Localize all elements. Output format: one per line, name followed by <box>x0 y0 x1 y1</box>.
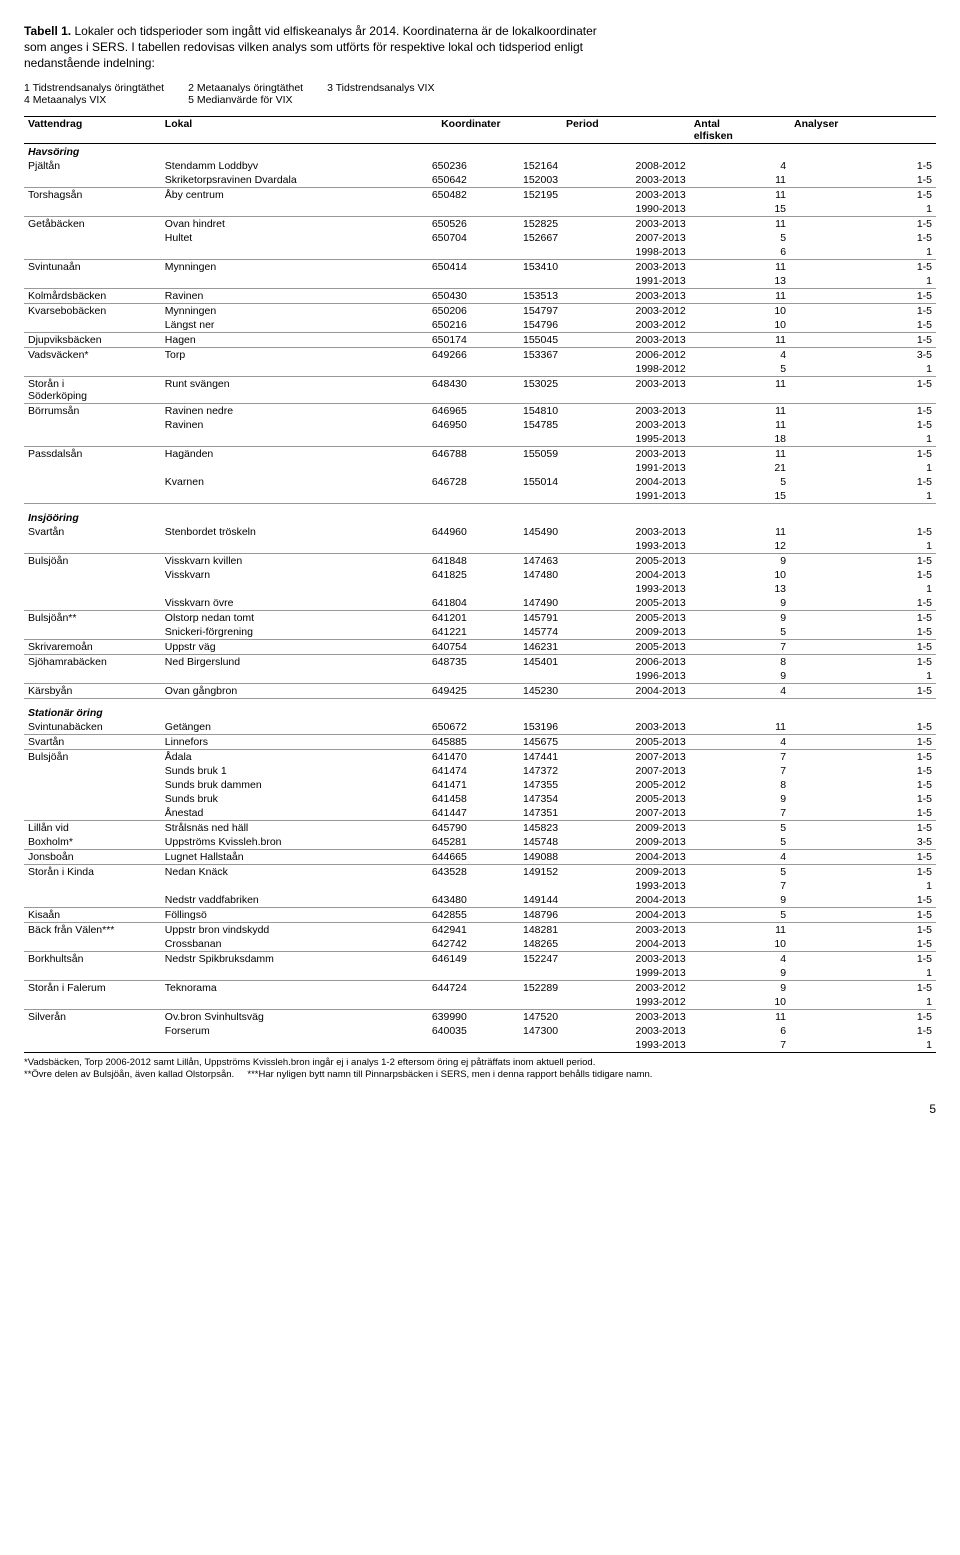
legend-2: 2 Metaanalys öringtäthet <box>188 82 327 94</box>
table-row: 1991-2013131 <box>24 274 936 289</box>
table-row: 1993-201371 <box>24 1038 936 1053</box>
table-row: 1993-2012101 <box>24 995 936 1010</box>
table-row: 1998-201361 <box>24 245 936 260</box>
table-row: Sunds bruk6414581473542005-201391-5 <box>24 792 936 806</box>
table-row: SvartånStenbordet tröskeln64496014549020… <box>24 525 936 539</box>
legend-table: 1 Tidstrendsanalys öringtäthet 2 Metaana… <box>24 82 458 106</box>
table-row: 1999-201391 <box>24 966 936 981</box>
footnote-2b: ***Har nyligen bytt namn till Pinnarpsbä… <box>247 1069 652 1080</box>
table-row: JonsboånLugnet Hallstaån6446651490882004… <box>24 850 936 865</box>
table-row: SvintunabäckenGetängen6506721531962003-2… <box>24 720 936 735</box>
table-row: Lillån vidStrålsnäs ned häll645790145823… <box>24 821 936 836</box>
table-row: Forserum6400351473002003-201361-5 <box>24 1024 936 1038</box>
caption-text-3: I tabellen redovisas vilken analys som u… <box>131 40 583 54</box>
table-row: Skriketorpsravinen Dvardala6506421520032… <box>24 173 936 188</box>
col-analyser: Analyser <box>790 117 936 144</box>
table-row: KvarsebobäckenMynningen6502061547972003-… <box>24 304 936 319</box>
table-row: 1990-2013151 <box>24 202 936 217</box>
table-row: 1991-2013151 <box>24 489 936 504</box>
table-row: 1993-201371 <box>24 879 936 893</box>
data-table: Vattendrag Lokal Koordinater Period Anta… <box>24 116 936 1053</box>
table-row: BulsjöånÅdala6414701474412007-201371-5 <box>24 750 936 765</box>
section-header: Havsöring <box>24 144 936 160</box>
table-row: Crossbanan6427421482652004-2013101-5 <box>24 937 936 952</box>
table-row: SvartånLinnefors6458851456752005-201341-… <box>24 735 936 750</box>
legend-4: 4 Metaanalys VIX <box>24 94 188 106</box>
table-row: TorshagsånÅby centrum6504821521952003-20… <box>24 188 936 203</box>
table-row: Sunds bruk dammen6414711473552005-201281… <box>24 778 936 792</box>
table-row: Ånestad6414471473512007-201371-5 <box>24 806 936 821</box>
table-row: Visskvarn övre6418041474902005-201391-5 <box>24 596 936 611</box>
caption-text-1: Lokaler och tidsperioder som ingått vid … <box>74 24 596 38</box>
table-row: Storån iSöderköpingRunt svängen648430153… <box>24 377 936 404</box>
table-row: Storån i KindaNedan Knäck643528149152200… <box>24 865 936 880</box>
caption-text-2: som anges i SERS. <box>24 40 128 54</box>
col-vattendrag: Vattendrag <box>24 117 161 144</box>
table-row: Kvarnen6467281550142004-201351-5 <box>24 475 936 489</box>
footnotes: *Vadsbäcken, Torp 2006-2012 samt Lillån,… <box>24 1057 936 1082</box>
table-row: KärsbyånOvan gångbron6494251452302004-20… <box>24 684 936 699</box>
table-row: Sunds bruk 16414741473722007-201371-5 <box>24 764 936 778</box>
table-row: 1991-2013211 <box>24 461 936 475</box>
table-row: DjupviksbäckenHagen6501741550452003-2013… <box>24 333 936 348</box>
table-row: Ravinen6469501547852003-2013111-5 <box>24 418 936 432</box>
table-header-row: Vattendrag Lokal Koordinater Period Anta… <box>24 117 936 144</box>
table-row: 1993-2013121 <box>24 539 936 554</box>
table-row: Vadsväcken*Torp6492661533672006-201243-5 <box>24 348 936 363</box>
table-row: Snickeri-förgrening6412211457742009-2013… <box>24 625 936 640</box>
table-row: Visskvarn6418251474802004-2013101-5 <box>24 568 936 582</box>
table-row: 1995-2013181 <box>24 432 936 447</box>
table-caption: Tabell 1. Lokaler och tidsperioder som i… <box>24 24 936 70</box>
table-row: BorkhultsånNedstr Spikbruksdamm646149152… <box>24 952 936 967</box>
table-row: SkrivaremoånUppstr väg6407541462312005-2… <box>24 640 936 655</box>
footnote-2a: **Övre delen av Bulsjöån, även kallad Ol… <box>24 1069 234 1080</box>
table-row: 1998-201251 <box>24 362 936 377</box>
page-number: 5 <box>24 1102 936 1116</box>
table-row: BulsjöånVisskvarn kvillen641848147463200… <box>24 554 936 569</box>
table-row: Längst ner6502161547962003-2012101-5 <box>24 318 936 333</box>
table-row: 1993-2013131 <box>24 582 936 596</box>
table-row: GetåbäckenOvan hindret6505261528252003-2… <box>24 217 936 232</box>
table-row: PjältånStendamm Loddbyv6502361521642008-… <box>24 159 936 173</box>
col-period: Period <box>562 117 690 144</box>
table-row: Nedstr vaddfabriken6434801491442004-2013… <box>24 893 936 908</box>
table-row: Boxholm*Uppströms Kvissleh.bron645281145… <box>24 835 936 850</box>
section-header: Stationär öring <box>24 699 936 721</box>
col-lokal: Lokal <box>161 117 380 144</box>
table-row: PassdalsånHagänden6467881550592003-20131… <box>24 447 936 462</box>
table-row: Bulsjöån**Olstorp nedan tomt641201145791… <box>24 611 936 626</box>
table-row: Bäck från Välen***Uppstr bron vindskydd6… <box>24 923 936 938</box>
legend-1: 1 Tidstrendsanalys öringtäthet <box>24 82 188 94</box>
table-row: SvintunaånMynningen6504141534102003-2013… <box>24 260 936 275</box>
table-row: Hultet6507041526672007-201351-5 <box>24 231 936 245</box>
table-row: SilverånOv.bron Svinhultsväg639990147520… <box>24 1010 936 1025</box>
col-antal: Antal elfisken <box>690 117 790 144</box>
section-header: Insjööring <box>24 504 936 526</box>
table-row: Storån i FalerumTeknorama644724152289200… <box>24 981 936 996</box>
table-row: KolmårdsbäckenRavinen6504301535132003-20… <box>24 289 936 304</box>
col-koordinater: Koordinater <box>380 117 562 144</box>
caption-text-4: nedanstående indelning: <box>24 56 936 70</box>
table-row: KisaånFöllingsö6428551487962004-201351-5 <box>24 908 936 923</box>
legend-3: 3 Tidstrendsanalys VIX <box>327 82 458 94</box>
legend-5: 5 Medianvärde för VIX <box>188 94 327 106</box>
table-row: BörrumsånRavinen nedre6469651548102003-2… <box>24 404 936 419</box>
table-row: 1996-201391 <box>24 669 936 684</box>
footnote-1: *Vadsbäcken, Torp 2006-2012 samt Lillån,… <box>24 1057 936 1069</box>
table-row: SjöhamrabäckenNed Birgerslund64873514540… <box>24 655 936 670</box>
caption-bold: Tabell 1. <box>24 24 71 38</box>
